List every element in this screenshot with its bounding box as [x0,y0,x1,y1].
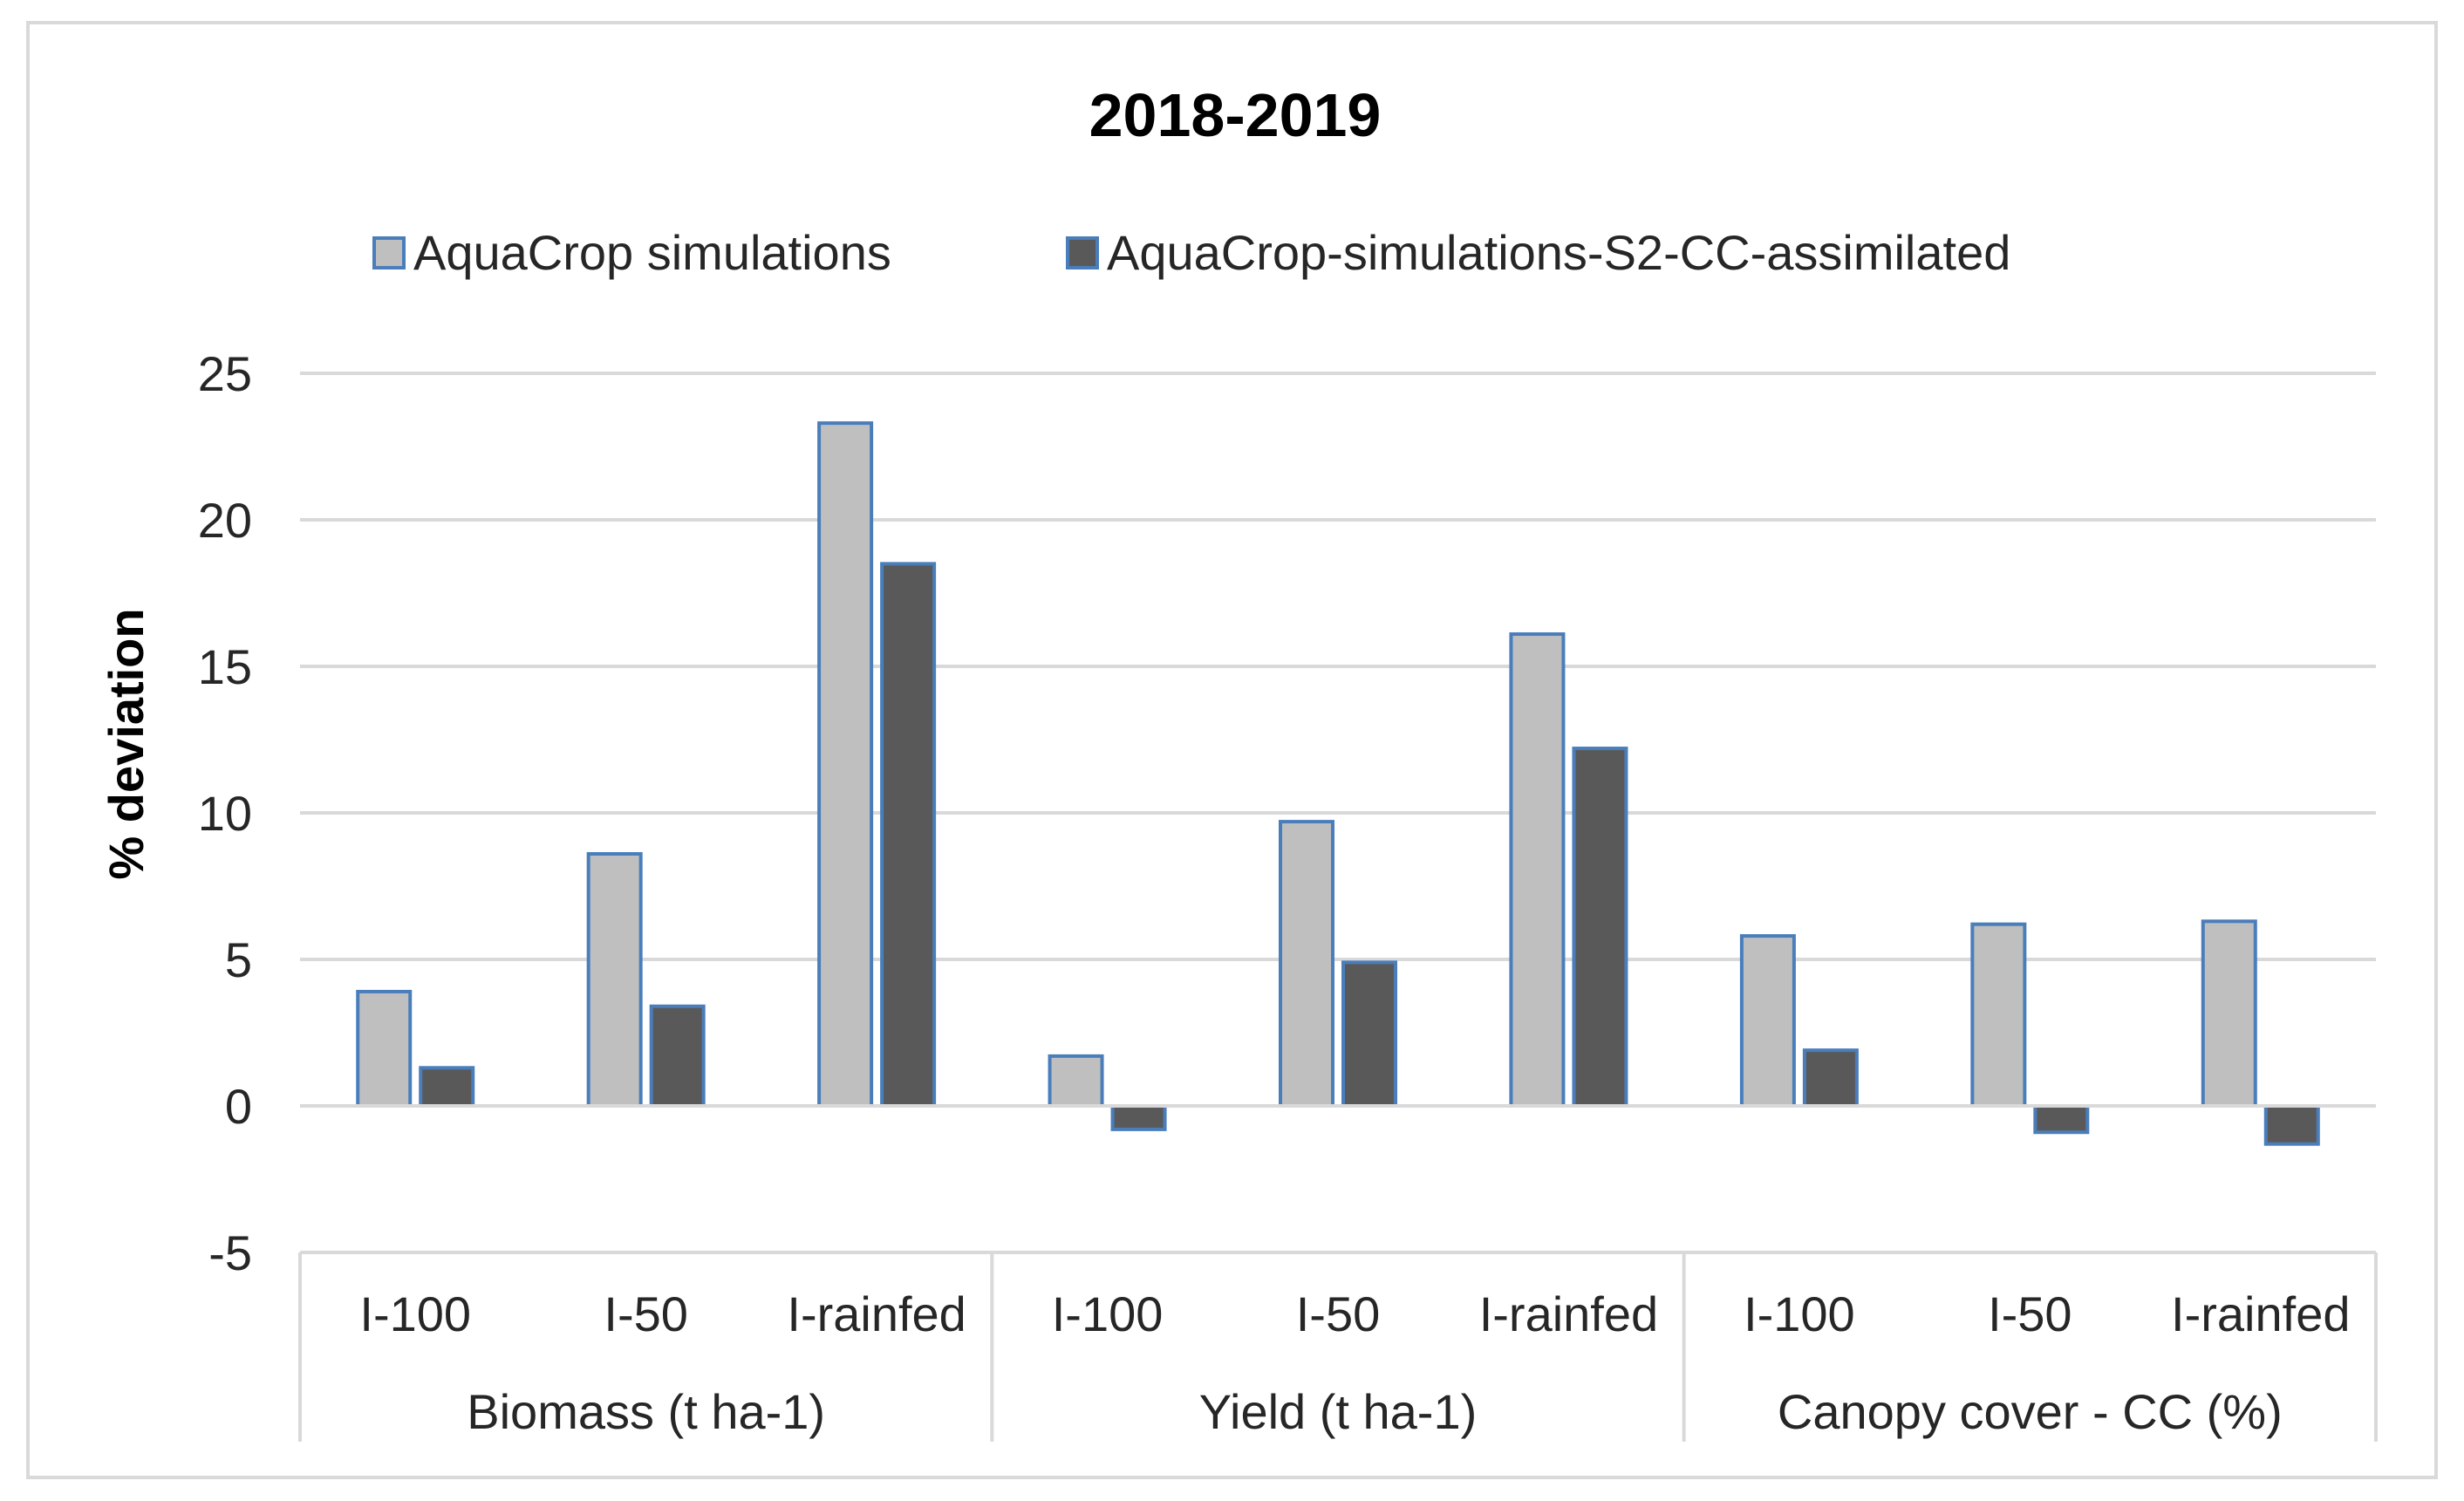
y-axis-label: % deviation [99,608,154,879]
bar-series-1-4 [1048,1054,1104,1109]
category-label: I-50 [1988,1286,2072,1341]
group-label: Canopy cover - CC (%) [1778,1384,2283,1439]
y-tick-label: 5 [225,932,252,987]
bar-series-1-5 [1279,820,1334,1109]
bar-series-1-2 [586,852,643,1108]
legend: AquaCrop simulations AquaCrop-simulation… [372,225,2010,280]
y-tick-label: 25 [198,346,252,401]
legend-swatch-series-2 [1066,236,1099,269]
bar-series-2-2 [649,1004,706,1109]
group-label: Biomass (t ha-1) [467,1384,825,1439]
bars [356,421,2320,1146]
category-label: I-rainfed [2171,1286,2350,1341]
y-tick-label: 0 [225,1079,252,1134]
bar-series-1-1 [356,989,413,1108]
group-labels: Biomass (t ha-1) Yield (t ha-1) Canopy cov… [467,1384,2282,1439]
chart-svg: 2018-2019 AquaCrop simulations AquaCrop-… [99,81,2378,1442]
category-label: I-50 [1296,1286,1381,1341]
bar-series-1-7 [1739,934,1796,1108]
legend-label-series-1: AquaCrop simulations [413,225,891,280]
bar-series-2-1 [419,1066,475,1108]
category-label: I-rainfed [787,1286,966,1341]
bar-series-2-3 [880,562,937,1108]
y-tick-label: 20 [198,493,252,548]
category-label: I-100 [1744,1286,1855,1341]
group-label: Yield (t ha-1) [1199,1384,1478,1439]
category-label: I-100 [359,1286,471,1341]
chart-frame: 2018-2019 AquaCrop simulations AquaCrop-… [26,21,2438,1479]
legend-label-series-2: AquaCrop-simulations-S2-CC-assimilated [1107,225,2010,280]
category-label: I-50 [604,1286,688,1341]
bar-series-2-5 [1341,960,1397,1108]
bar-series-2-9 [2263,1104,2320,1146]
y-tick-label: -5 [208,1225,252,1280]
bar-series-1-6 [1509,632,1566,1108]
bar-series-1-3 [817,421,874,1108]
bar-series-2-7 [1802,1048,1859,1109]
y-axis-ticks: -5 0 5 10 15 20 25 [198,346,252,1280]
axis-lines [298,1104,2378,1442]
bar-series-1-9 [2201,919,2257,1108]
bar-series-2-4 [1110,1104,1167,1131]
y-tick-label: 15 [198,639,252,694]
legend-swatch-series-1 [372,236,406,269]
chart-title: 2018-2019 [1089,81,1382,149]
bar-series-1-8 [1970,922,2027,1109]
bar-series-2-8 [2033,1104,2090,1135]
category-label: I-100 [1052,1286,1164,1341]
category-labels: I-100 I-50 I-rainfed I-100 I-50 I-rainfed I-10… [359,1286,2350,1341]
y-tick-label: 10 [198,786,252,841]
bar-series-2-6 [1572,747,1628,1109]
category-label: I-rainfed [1479,1286,1658,1341]
